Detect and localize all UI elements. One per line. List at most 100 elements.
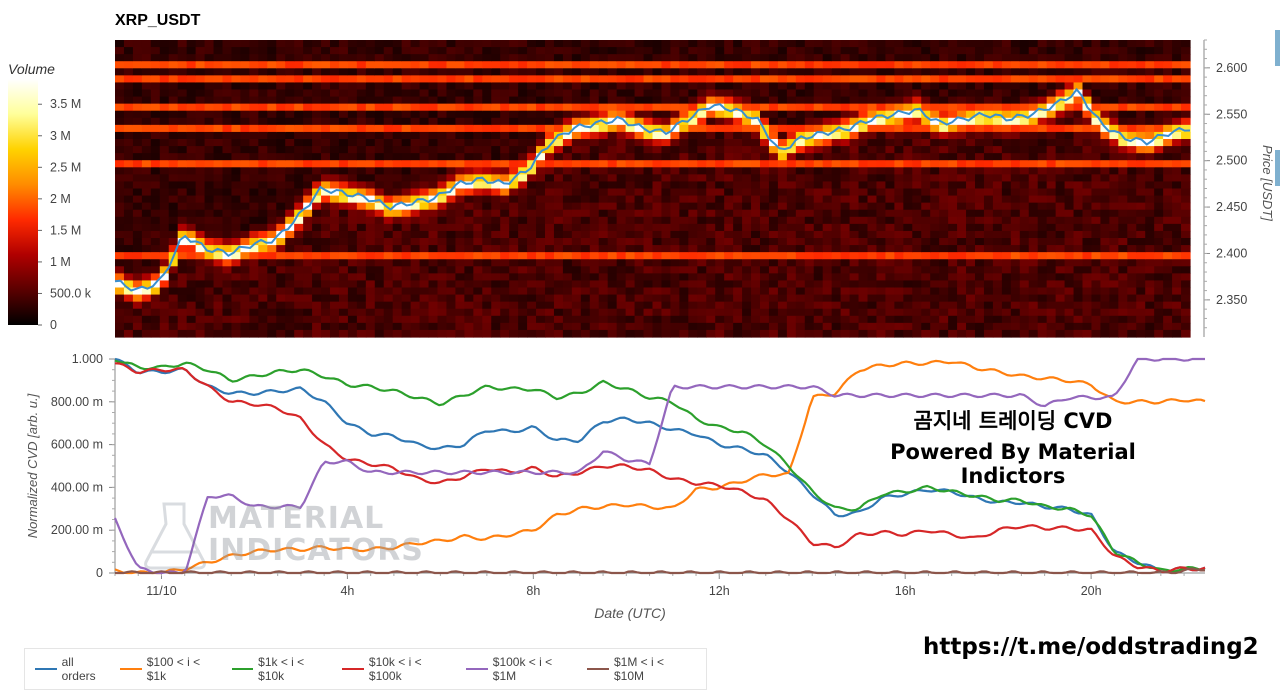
heatmap-cell [1163, 146, 1173, 154]
heatmap-cell [867, 259, 878, 267]
heatmap-cell [455, 54, 465, 62]
heatmap-cell [562, 153, 573, 161]
heatmap-cell [437, 252, 448, 260]
heatmap-cell [930, 82, 940, 91]
heatmap-cell [768, 195, 779, 204]
heatmap-cell [742, 202, 752, 211]
heatmap-cell [222, 47, 233, 55]
heatmap-cell [195, 202, 206, 211]
heatmap-cell [1028, 280, 1039, 289]
heatmap-cell [132, 195, 143, 204]
heatmap-cell [186, 294, 197, 303]
heatmap-cell [482, 315, 492, 324]
heatmap-cell [1136, 280, 1146, 289]
heatmap-cell [186, 252, 197, 260]
heatmap-cell [115, 188, 125, 197]
heatmap-cell [912, 238, 922, 246]
heatmap-cell [634, 287, 645, 296]
heatmap-cell [742, 188, 752, 197]
heatmap-cell [939, 153, 949, 161]
heatmap-cell [822, 96, 833, 105]
heatmap-cell [1100, 131, 1110, 140]
heatmap-cell [312, 89, 322, 98]
heatmap-cell [536, 153, 546, 161]
heatmap-cell [482, 40, 492, 48]
heatmap-cell [607, 301, 618, 310]
heatmap-cell [580, 160, 591, 168]
heatmap-cell [679, 139, 689, 147]
heatmap-cell [724, 110, 734, 119]
heatmap-cell [428, 280, 439, 289]
heatmap-cell [804, 167, 815, 175]
heatmap-cell [903, 75, 913, 84]
heatmap-cell [1136, 54, 1146, 62]
heatmap-cell [679, 230, 689, 239]
heatmap-cell [500, 75, 510, 84]
heatmap-cell [1064, 103, 1075, 112]
heatmap-cell [1010, 238, 1021, 246]
heatmap-cell [894, 160, 904, 168]
heatmap-cell [1064, 223, 1075, 232]
heatmap-cell [921, 259, 931, 267]
heatmap-cell [186, 245, 197, 253]
heatmap-cell [1109, 329, 1119, 338]
heatmap-cell [455, 280, 465, 289]
heatmap-cell [159, 252, 170, 260]
heatmap-cell [706, 322, 716, 331]
heatmap-cell [1091, 54, 1102, 62]
heatmap-cell [500, 82, 510, 91]
heatmap-cell [733, 308, 743, 317]
heatmap-cell [777, 238, 788, 246]
heatmap-cell [419, 266, 430, 274]
heatmap-cell [957, 146, 967, 154]
heatmap-cell [661, 273, 672, 282]
heatmap-cell [1172, 117, 1182, 126]
heatmap-cell [1154, 273, 1164, 282]
heatmap-cell [724, 273, 734, 282]
heatmap-cell [553, 68, 564, 76]
heatmap-cell [1055, 131, 1066, 140]
heatmap-cell [643, 96, 654, 105]
heatmap-cell [141, 329, 152, 338]
heatmap-cell [760, 174, 770, 183]
heatmap-cell [1082, 124, 1093, 133]
heatmap-cell [1064, 160, 1075, 168]
heatmap-cell [168, 103, 179, 112]
heatmap-cell [383, 195, 394, 204]
heatmap-cell [383, 301, 394, 310]
heatmap-cell [571, 96, 582, 105]
heatmap-cell [903, 259, 913, 267]
heatmap-cell [437, 259, 448, 267]
heatmap-cell [374, 124, 385, 133]
heatmap-cell [365, 195, 376, 204]
heatmap-cell [912, 174, 922, 183]
heatmap-cell [975, 315, 985, 324]
heatmap-cell [724, 202, 734, 211]
heatmap-cell [1064, 153, 1075, 161]
heatmap-cell [777, 110, 788, 119]
heatmap-cell [1064, 146, 1075, 154]
heatmap-cell [276, 308, 286, 317]
heatmap-cell [1073, 82, 1084, 91]
heatmap-cell [1046, 322, 1057, 331]
heatmap-cell [410, 245, 421, 253]
heatmap-cell [643, 195, 654, 204]
heatmap-cell [706, 230, 716, 239]
heatmap-cell [491, 259, 501, 267]
heatmap-cell [562, 75, 573, 84]
heatmap-cell [751, 117, 761, 126]
heatmap-cell [1163, 202, 1173, 211]
heatmap-cell [545, 287, 555, 296]
heatmap-cell [688, 96, 698, 105]
heatmap-cell [724, 252, 734, 260]
heatmap-cell [1037, 47, 1048, 55]
heatmap-cell [150, 230, 161, 239]
heatmap-cell [715, 223, 725, 232]
heatmap-cell [724, 54, 734, 62]
heatmap-cell [948, 160, 958, 168]
heatmap-cell [410, 322, 421, 331]
heatmap-cell [1145, 47, 1155, 55]
heatmap-cell [634, 47, 645, 55]
heatmap-cell [939, 209, 949, 218]
heatmap-cell [240, 181, 250, 190]
